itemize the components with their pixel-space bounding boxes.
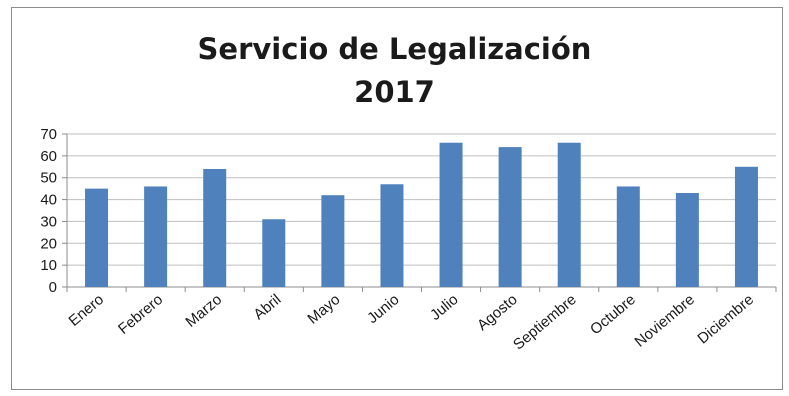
bar-marzo bbox=[203, 168, 227, 287]
bar-febrero bbox=[144, 186, 168, 287]
bar-septiembre bbox=[557, 142, 581, 287]
bars bbox=[85, 142, 758, 287]
y-tick-label: 50 bbox=[40, 170, 57, 187]
bar-diciembre bbox=[734, 166, 758, 287]
x-tick-label: Octubre bbox=[587, 291, 639, 338]
x-tick-label: Junio bbox=[364, 291, 402, 327]
bar-julio bbox=[439, 142, 463, 287]
y-tick-label: 40 bbox=[40, 192, 57, 209]
x-tick-label: Noviembre bbox=[631, 291, 697, 351]
bar-noviembre bbox=[675, 193, 699, 287]
gridlines bbox=[67, 133, 776, 288]
x-tick-label: Febrero bbox=[115, 291, 166, 338]
y-tick-label: 30 bbox=[40, 213, 57, 230]
bar-abril bbox=[262, 219, 286, 287]
y-tick-label: 20 bbox=[40, 235, 57, 252]
x-tick-label: Mayo bbox=[304, 291, 343, 328]
bar-enero bbox=[85, 188, 109, 287]
x-tick-label: Abril bbox=[250, 291, 284, 323]
x-tick-label: Agosto bbox=[474, 291, 521, 334]
x-axis: Enero Febrero Marzo Abril Mayo Junio Julio Agos… bbox=[66, 287, 777, 353]
y-axis: 0 10 20 30 40 50 60 70 bbox=[40, 126, 68, 296]
x-tick-label: Septiembre bbox=[510, 291, 580, 353]
x-tick-label: Diciembre bbox=[694, 291, 757, 347]
bar-agosto bbox=[498, 147, 522, 287]
y-tick-label: 0 bbox=[49, 279, 57, 296]
bar-octubre bbox=[616, 186, 640, 287]
y-tick-label: 10 bbox=[40, 257, 57, 274]
y-tick-label: 60 bbox=[40, 148, 57, 165]
x-tick-label: Marzo bbox=[182, 291, 225, 331]
y-tick-label: 70 bbox=[40, 126, 57, 143]
bar-mayo bbox=[321, 195, 345, 287]
x-tick-label: Julio bbox=[427, 291, 462, 324]
x-tick-label: Enero bbox=[66, 291, 108, 330]
bar-junio bbox=[380, 184, 404, 287]
chart-subtitle: 2017 bbox=[354, 75, 435, 109]
chart-title: Servicio de Legalización bbox=[197, 32, 592, 66]
